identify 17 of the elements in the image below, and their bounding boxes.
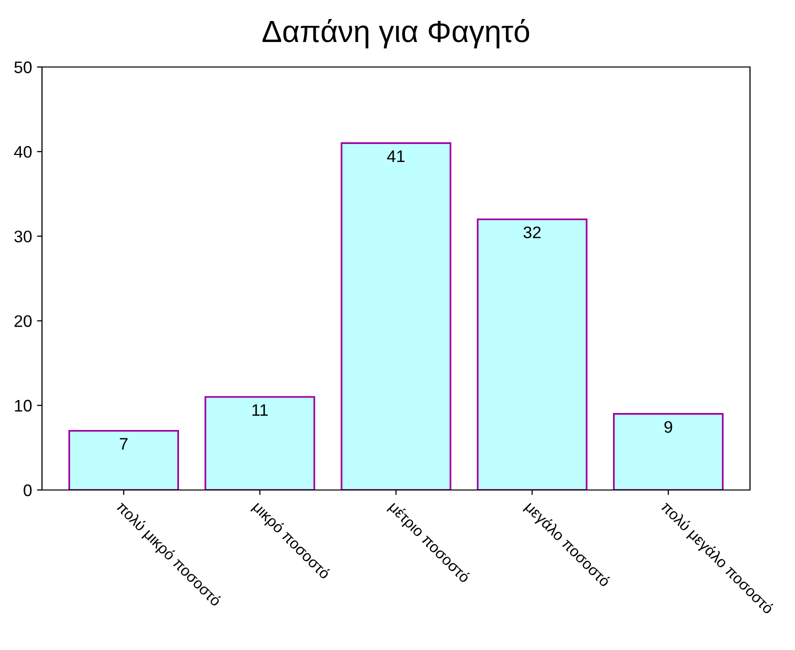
bar [340, 142, 452, 490]
y-tick-label: 10 [15, 400, 32, 412]
data-label: 11 [252, 404, 268, 416]
y-tick-label: 0 [24, 484, 32, 496]
bar [476, 218, 588, 490]
data-label: 9 [664, 421, 672, 433]
data-label: 32 [524, 226, 541, 238]
y-tick-label: 40 [14, 146, 32, 158]
bar [613, 413, 724, 490]
bar [68, 430, 179, 490]
chart-title: Δαπάνη για Φαγητό [262, 18, 530, 48]
data-label: 41 [387, 150, 404, 162]
bar [204, 396, 316, 490]
data-label: 7 [120, 438, 128, 450]
y-tick-label: 50 [14, 61, 32, 74]
y-tick-label: 20 [14, 315, 32, 328]
y-tick-label: 30 [14, 230, 32, 242]
